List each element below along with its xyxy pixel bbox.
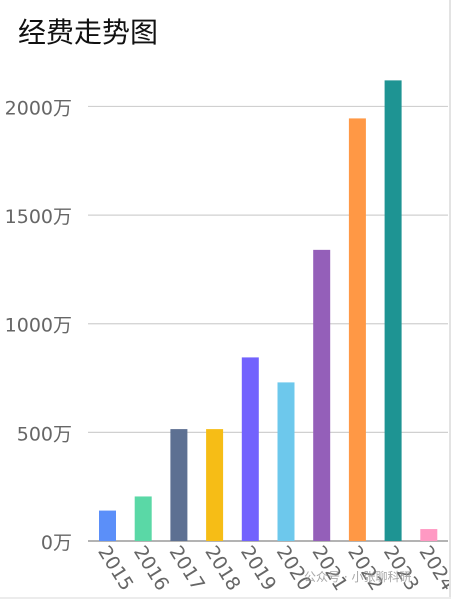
bar xyxy=(277,382,295,541)
bar xyxy=(420,529,438,541)
bar xyxy=(134,496,152,541)
bar xyxy=(313,249,331,541)
bars xyxy=(99,80,438,542)
x-tick-label: 2016 xyxy=(129,542,173,595)
x-tick-label: 2017 xyxy=(165,542,209,595)
watermark: 公众号 · 小张聊科研 xyxy=(304,570,412,584)
y-tick-label: 0万 xyxy=(41,532,72,554)
bar xyxy=(348,118,366,542)
x-tick-label: 2015 xyxy=(93,542,137,595)
y-tick-label: 1000万 xyxy=(5,315,72,337)
bar xyxy=(170,429,188,541)
bar xyxy=(206,429,224,541)
chart-title: 经费走势图 xyxy=(18,16,159,49)
bar xyxy=(384,80,402,541)
frame-border-bottom xyxy=(0,597,451,599)
bar xyxy=(241,357,259,541)
frame-border-right xyxy=(449,0,451,599)
bar xyxy=(99,510,116,541)
y-tick-label: 500万 xyxy=(17,423,72,445)
y-tick-label: 2000万 xyxy=(5,97,72,119)
x-tick-label: 2019 xyxy=(236,542,280,595)
y-tick-label: 1500万 xyxy=(5,206,72,228)
x-tick-label: 2018 xyxy=(200,542,244,595)
x-tick-label: 2024 xyxy=(415,542,451,595)
y-axis-ticks: 0万 500万 1000万 1500万 2000万 xyxy=(5,97,72,554)
